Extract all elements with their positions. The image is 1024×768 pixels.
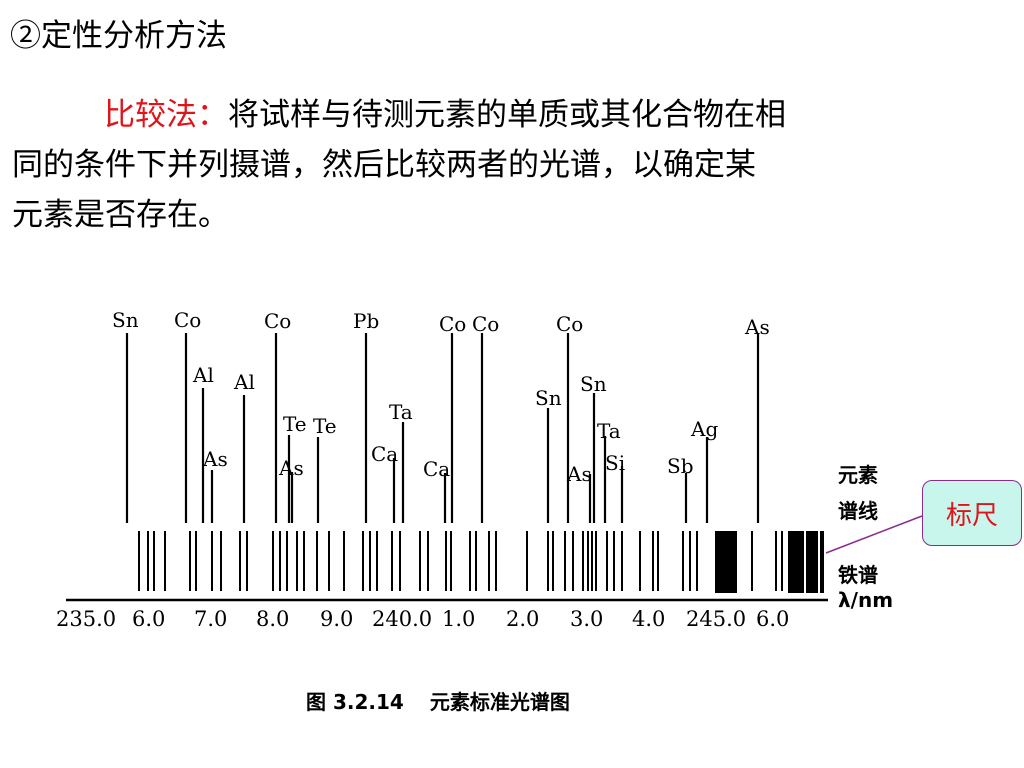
- axis-tick-label: 245.0: [686, 607, 746, 631]
- axis-tick-label: 8.0: [256, 607, 289, 631]
- element-label-ca: Ca: [423, 457, 450, 481]
- wavelength-unit-label: λ/nm: [838, 588, 893, 612]
- element-label-as: As: [744, 315, 770, 339]
- ruler-callout: 标尺: [922, 480, 1022, 546]
- element-label-al: Al: [233, 370, 255, 394]
- axis-tick-label: 6.0: [132, 607, 165, 631]
- paragraph-line-1: 比较法：将试样与待测元素的单质或其化合物在相: [12, 90, 1008, 140]
- axis-tick-label: 9.0: [320, 607, 353, 631]
- axis-tick-label: 3.0: [570, 607, 603, 631]
- paragraph-line-3: 元素是否存在。: [12, 197, 229, 233]
- element-label-co: Co: [264, 309, 291, 333]
- figure-caption: 图 3.2.14 元素标准光谱图: [306, 686, 570, 715]
- element-label-sn: Sn: [535, 386, 562, 410]
- figure-number: 图 3.2.14: [306, 690, 404, 714]
- element-label-as: As: [202, 447, 228, 471]
- iron-spectrum-layer: [138, 531, 824, 593]
- element-label-ca: Ca: [371, 442, 398, 466]
- axis-tick-label: 6.0: [756, 607, 789, 631]
- axis-tick-label: 2.0: [506, 607, 539, 631]
- iron-spectrum-band: [788, 531, 804, 593]
- callout-pointer: [825, 515, 923, 554]
- element-label-al: Al: [192, 363, 214, 387]
- element-label-co: Co: [472, 312, 499, 336]
- element-label-si: Si: [605, 451, 625, 475]
- axis-tick-label: 240.0: [372, 607, 432, 631]
- element-lines-label-1: 元素: [838, 463, 878, 487]
- element-label-pb: Pb: [353, 309, 379, 333]
- element-label-ta: Ta: [389, 400, 413, 424]
- element-label-sn: Sn: [112, 308, 139, 332]
- axis-tick-label: 1.0: [442, 607, 475, 631]
- element-label-ta: Ta: [597, 419, 621, 443]
- axis-tick-labels: 235.0 6.0 7.0 8.0 9.0 240.0 1.0 2.0 3.0 4.0 245.0 6…: [56, 607, 789, 631]
- paragraph-line-2: 同的条件下并列摄谱，然后比较两者的光谱，以确定某: [12, 147, 756, 183]
- element-label-te: Te: [283, 412, 307, 436]
- iron-spectrum-band: [806, 531, 818, 593]
- element-label-ag: Ag: [690, 417, 718, 441]
- iron-spectrum-label: 铁谱: [838, 563, 878, 587]
- side-labels: 元素 谱线 铁谱 λ/nm: [838, 463, 893, 612]
- iron-spectrum-band: [715, 531, 737, 593]
- element-label-te: Te: [313, 414, 337, 438]
- method-description: 比较法：将试样与待测元素的单质或其化合物在相 同的条件下并列摄谱，然后比较两者的…: [12, 90, 1008, 240]
- iron-spectrum-band: [820, 531, 824, 593]
- element-label-co: Co: [556, 312, 583, 336]
- element-lines-label-2: 谱线: [838, 499, 878, 523]
- axis-tick-label: 235.0: [56, 607, 116, 631]
- element-label-as: As: [566, 462, 592, 486]
- method-term: 比较法：: [104, 97, 228, 133]
- figure-title: 元素标准光谱图: [429, 690, 570, 714]
- element-label-sn: Sn: [580, 372, 607, 396]
- section-heading: ②定性分析方法: [10, 18, 227, 54]
- element-label-co: Co: [439, 312, 466, 336]
- paragraph-text-1: 将试样与待测元素的单质或其化合物在相: [228, 97, 786, 133]
- element-label-co: Co: [174, 308, 201, 332]
- element-label-as: As: [278, 456, 304, 480]
- element-label-sb: Sb: [667, 454, 694, 478]
- axis-tick-label: 4.0: [632, 607, 665, 631]
- axis-tick-label: 7.0: [194, 607, 227, 631]
